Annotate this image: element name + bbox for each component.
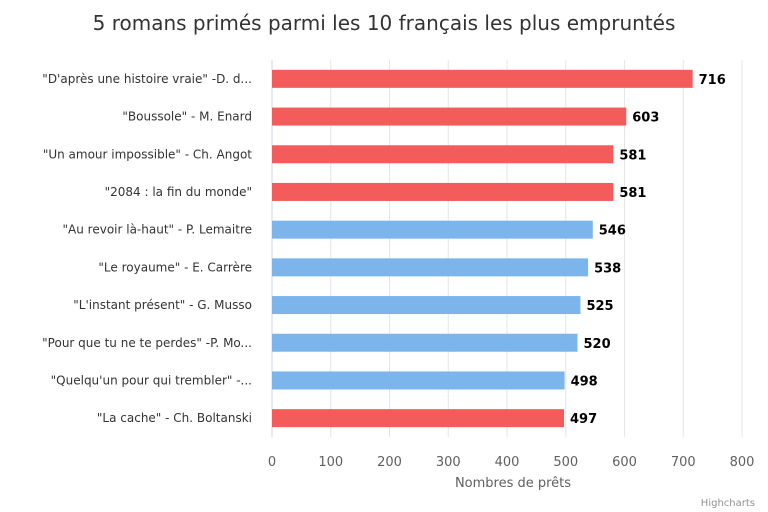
data-label: 603 bbox=[632, 111, 659, 126]
x-tick-label: 100 bbox=[318, 455, 343, 470]
credits-label[interactable]: Highcharts bbox=[701, 498, 755, 509]
data-label: 520 bbox=[584, 337, 611, 352]
data-label: 538 bbox=[594, 261, 621, 276]
category-labels: "D'après une histoire vraie" -D. d... "Bo… bbox=[42, 72, 252, 425]
bar[interactable] bbox=[272, 69, 693, 88]
category-label: "La cache" - Ch. Boltanski bbox=[97, 411, 252, 425]
data-label: 581 bbox=[619, 186, 646, 201]
category-label: "D'après une histoire vraie" -D. d... bbox=[42, 72, 252, 86]
data-labels: 716 603 581 581 546 538 525 520 498 497 bbox=[570, 73, 726, 427]
x-tick-label: 800 bbox=[730, 455, 755, 470]
bar[interactable] bbox=[272, 258, 589, 277]
bars bbox=[272, 69, 693, 428]
x-tick-label: 300 bbox=[436, 455, 461, 470]
category-label: "Le royaume" - E. Carrère bbox=[98, 260, 252, 274]
bar[interactable] bbox=[272, 409, 564, 428]
bar[interactable] bbox=[272, 145, 614, 164]
x-tick-label: 600 bbox=[612, 455, 637, 470]
data-label: 525 bbox=[586, 299, 613, 314]
data-label: 716 bbox=[699, 73, 726, 88]
category-label: "Boussole" - M. Enard bbox=[122, 110, 252, 124]
category-label: "2084 : la fin du monde" bbox=[105, 185, 252, 199]
bar[interactable] bbox=[272, 220, 593, 239]
data-label: 497 bbox=[570, 412, 597, 427]
data-label: 546 bbox=[599, 224, 626, 239]
x-tick-label: 0 bbox=[268, 455, 276, 470]
bar[interactable] bbox=[272, 107, 627, 126]
bar[interactable] bbox=[272, 182, 614, 201]
category-label: "L'instant présent" - G. Musso bbox=[73, 298, 252, 312]
x-tick-label: 500 bbox=[553, 455, 578, 470]
x-axis-title: Nombres de prêts bbox=[455, 476, 571, 491]
x-tick-label: 700 bbox=[671, 455, 696, 470]
x-tick-label: 400 bbox=[495, 455, 520, 470]
category-label: "Quelqu'un pour qui trembler" -... bbox=[51, 373, 252, 387]
category-label: "Pour que tu ne te perdes" -P. Mo... bbox=[42, 336, 252, 350]
bar[interactable] bbox=[272, 371, 565, 390]
bar[interactable] bbox=[272, 296, 581, 315]
data-label: 498 bbox=[571, 374, 598, 389]
x-axis-ticks: 0 100 200 300 400 500 600 700 800 bbox=[268, 455, 755, 470]
x-tick-label: 200 bbox=[377, 455, 402, 470]
bar[interactable] bbox=[272, 333, 578, 352]
data-label: 581 bbox=[619, 148, 646, 163]
category-label: "Un amour impossible" - Ch. Angot bbox=[43, 147, 252, 161]
category-label: "Au revoir là-haut" - P. Lemaitre bbox=[63, 223, 252, 237]
chart-title: 5 romans primés parmi les 10 français le… bbox=[93, 11, 676, 35]
